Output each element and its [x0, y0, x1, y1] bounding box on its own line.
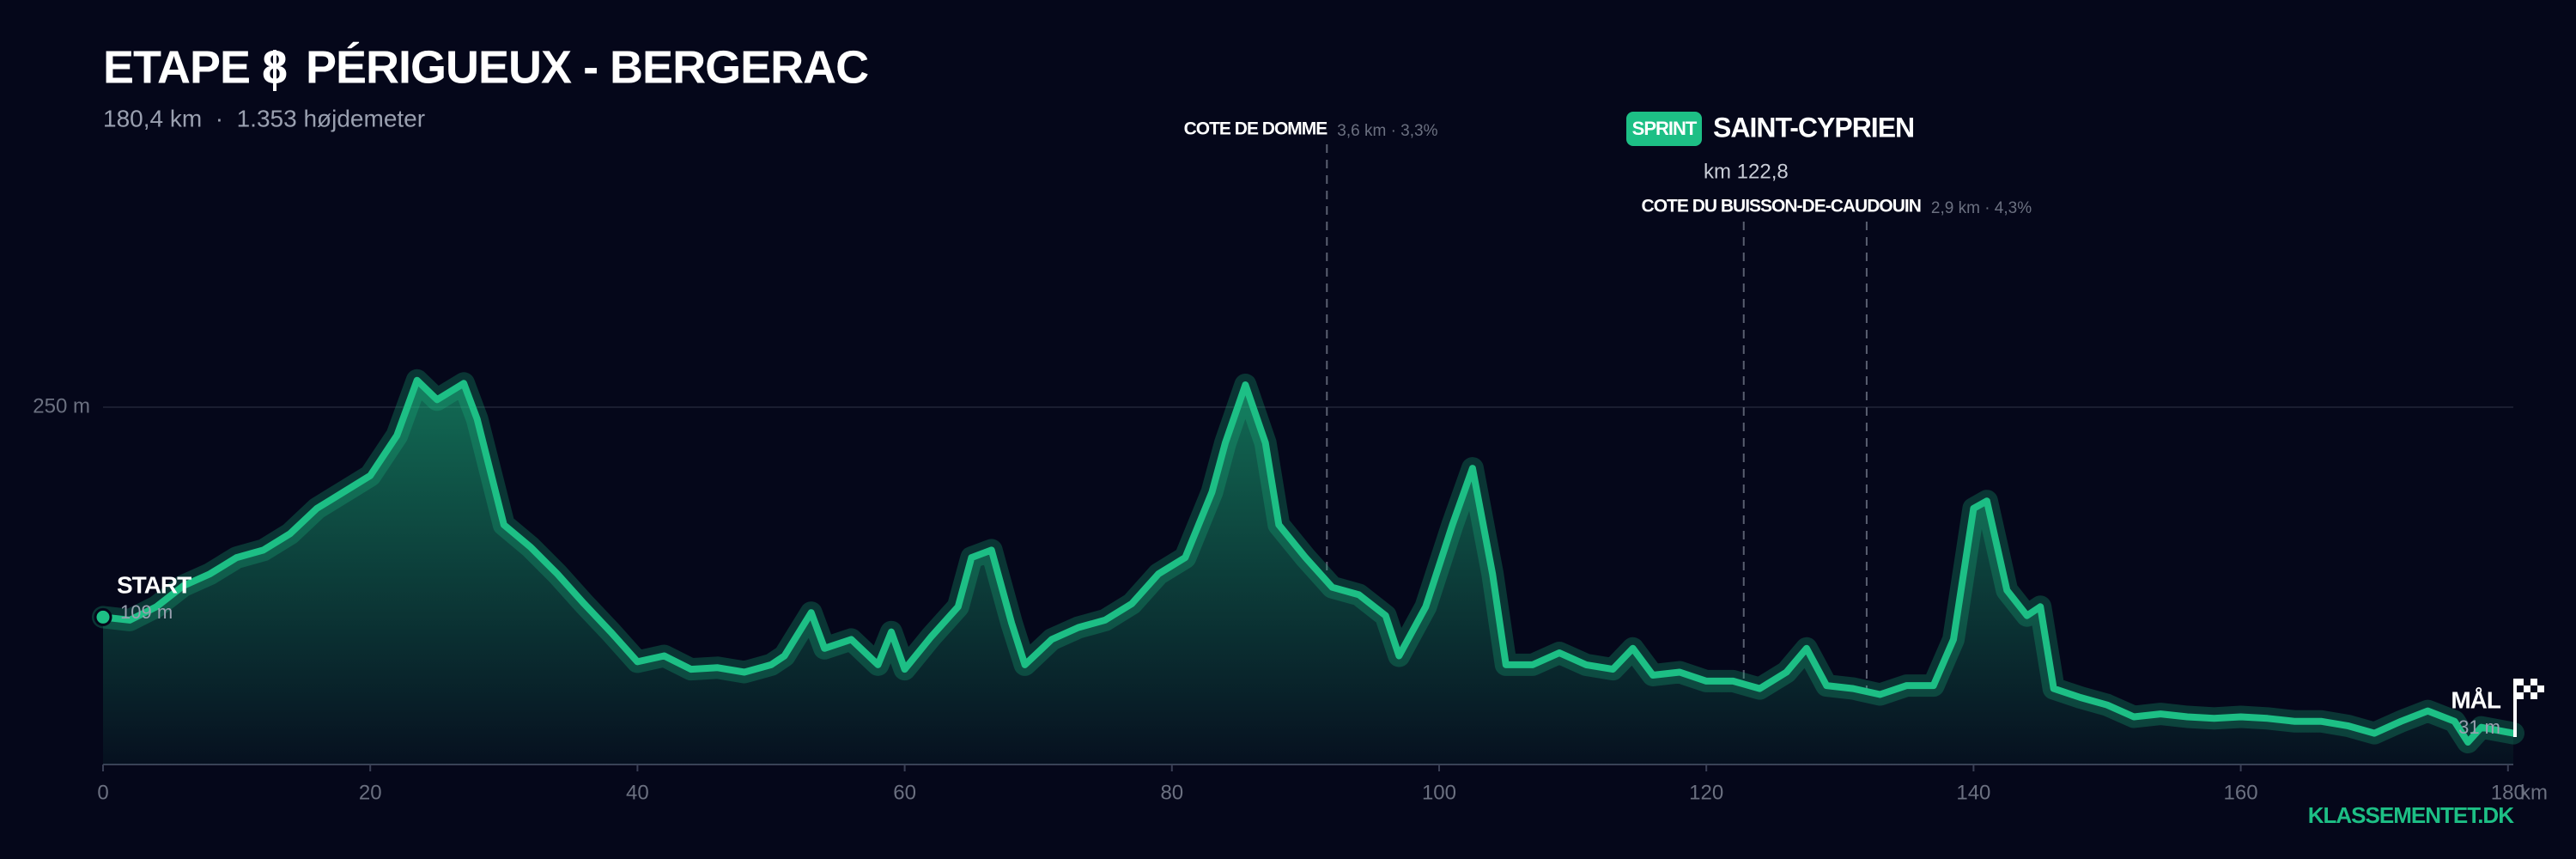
climb-name: COTE DE DOMME [1184, 119, 1328, 139]
start-elevation: 109 m [120, 601, 173, 623]
finish-flag-cell [2524, 679, 2530, 685]
finish-flag-cell [2530, 679, 2537, 685]
sprint-badge [1626, 112, 1702, 146]
sprint-name: SAINT-CYPRIEN [1713, 112, 1914, 143]
x-tick-label: 160 [2224, 781, 2258, 804]
x-tick-label: 180 [2491, 781, 2525, 804]
finish-flag-cell [2530, 692, 2537, 699]
sprint-type: SPRINT [1632, 118, 1698, 139]
start-dot [94, 607, 112, 626]
x-tick-label: 0 [97, 781, 108, 804]
start-label: START [117, 571, 191, 598]
finish-flag-cell [2524, 685, 2530, 692]
finish-flag-cell [2517, 692, 2524, 699]
x-tick-label: 60 [893, 781, 916, 804]
profile-line [100, 376, 2517, 746]
x-tick-label: 20 [359, 781, 382, 804]
stage-title: ETAPE 8 [103, 41, 287, 93]
sprint-km: km 122,8 [1704, 160, 1789, 183]
finish-elevation: 31 m [2458, 716, 2500, 738]
x-tick-label: 40 [626, 781, 649, 804]
subtitle: 180,4 km · 1.353 højdemeter [103, 105, 425, 131]
finish-flag-cell [2524, 692, 2530, 699]
x-tick-label: 80 [1160, 781, 1183, 804]
climb-details: 3,6 km · 3,3% [1337, 122, 1437, 140]
finish-flag-cell [2537, 685, 2544, 692]
x-unit: km [2520, 781, 2548, 804]
x-tick-label: 100 [1422, 781, 1456, 804]
climb-details: 2,9 km · 4,3% [1931, 199, 2032, 217]
brand: KLASSEMENTET.DK [2308, 802, 2514, 828]
x-tick-label: 120 [1689, 781, 1723, 804]
finish-flag-cell [2517, 685, 2524, 692]
route: PÉRIGUEUX - BERGERAC [306, 41, 868, 93]
finish-flag-cell [2537, 679, 2544, 685]
y-tick-label: 250 m [33, 394, 90, 417]
finish-label: MÅL [2451, 686, 2501, 713]
climb-name: COTE DU BUISSON-DE-CAUDOUIN [1642, 197, 1921, 216]
finish-flag-cell [2537, 692, 2544, 699]
finish-flag-cell [2530, 685, 2537, 692]
finish-flag-cell [2517, 679, 2524, 685]
x-tick-label: 140 [1956, 781, 1990, 804]
